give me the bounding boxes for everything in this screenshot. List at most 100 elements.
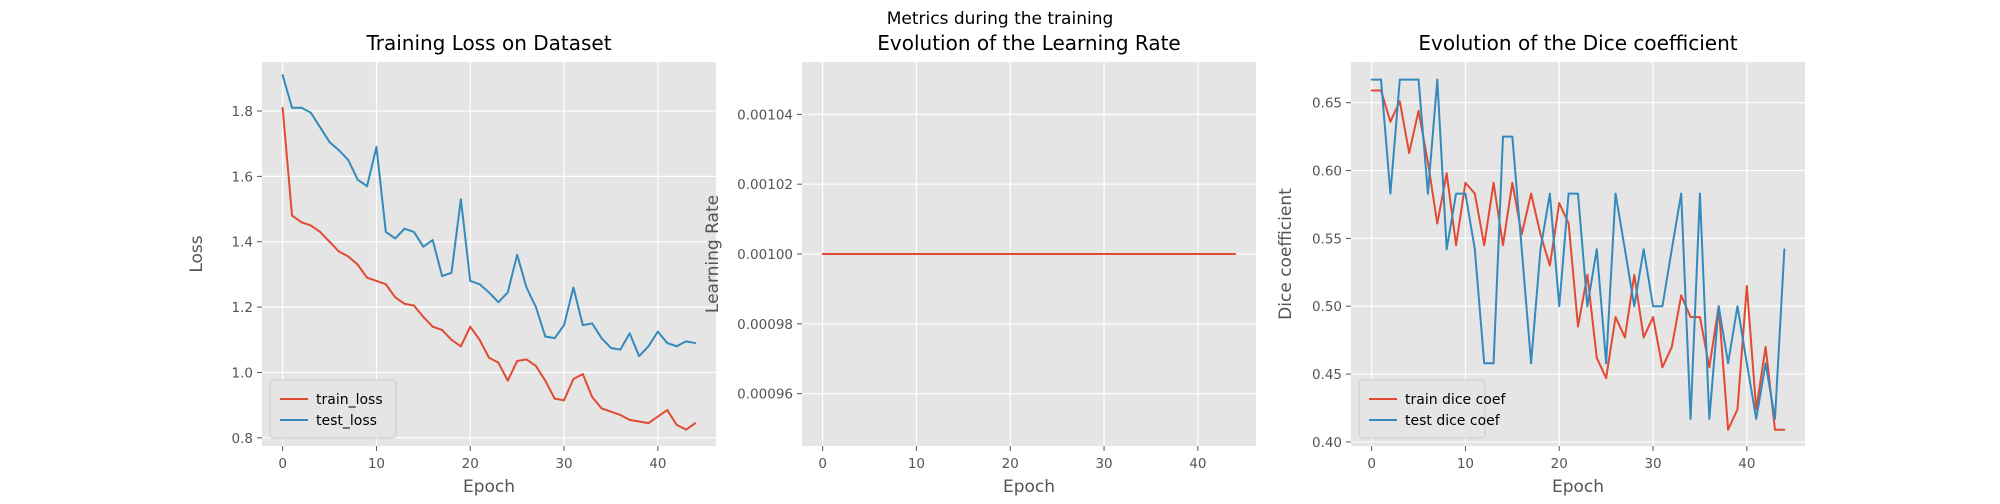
data-point (1520, 248, 1523, 251)
x-axis-label: Epoch (1552, 477, 1604, 497)
data-point (375, 280, 378, 282)
y-tick-label: 0.00100 (737, 247, 793, 263)
data-point (403, 227, 406, 230)
x-tick-label: 20 (462, 456, 479, 472)
data-point (1530, 192, 1532, 195)
data-point (581, 373, 584, 376)
data-point (553, 397, 556, 400)
data-point (1398, 100, 1401, 103)
data-point (572, 286, 575, 289)
data-point (384, 231, 387, 233)
data-point (1642, 248, 1645, 251)
data-point (563, 324, 565, 326)
y-tick-label: 0.60 (1312, 164, 1342, 180)
data-point (1727, 362, 1729, 365)
data-point (1502, 135, 1504, 138)
data-point (1492, 362, 1495, 365)
y-tick-label: 1.8 (232, 104, 253, 120)
x-tick-label: 0 (1367, 456, 1376, 472)
data-point (1736, 408, 1739, 411)
x-tick-label: 40 (1738, 456, 1755, 472)
data-point (1548, 264, 1551, 267)
y-tick-label: 0.65 (1312, 96, 1342, 112)
data-point (1764, 346, 1767, 348)
data-point (610, 410, 612, 413)
data-point (488, 291, 490, 294)
data-point (1408, 152, 1411, 154)
data-point (1427, 161, 1429, 164)
data-point (544, 335, 547, 338)
y-tick-label: 1.4 (232, 235, 253, 251)
legend-box (269, 379, 397, 439)
data-point (506, 291, 509, 294)
data-point (1689, 417, 1692, 420)
data-point (1614, 316, 1617, 318)
data-point (450, 338, 453, 341)
data-point (1567, 222, 1570, 225)
y-tick-label: 0.40 (1312, 435, 1342, 451)
data-point (1661, 305, 1664, 308)
y-tick-label: 0.00102 (737, 177, 793, 193)
data-point (1605, 377, 1608, 380)
chart-panels: 0 10 20 30 40 0.8 1.0 1.2 1.4 1.6 1.8 Training Loss… (187, 31, 1805, 497)
data-point (1708, 366, 1711, 369)
data-point (516, 253, 519, 256)
data-point (647, 345, 650, 348)
data-point (1389, 192, 1392, 195)
data-point (1642, 336, 1645, 339)
data-point (1567, 192, 1570, 195)
data-point (685, 428, 687, 431)
data-point (413, 304, 415, 307)
chart-1: 0 10 20 30 40 0.8 1.0 1.2 1.4 1.6 1.8 Training Loss… (187, 31, 716, 497)
data-point (338, 149, 340, 152)
data-point (422, 316, 425, 318)
data-point (600, 407, 603, 410)
data-point (366, 276, 368, 279)
data-point (1783, 428, 1786, 431)
chart-title: Evolution of the Learning Rate (877, 31, 1180, 55)
data-point (821, 253, 824, 255)
data-point (1745, 284, 1748, 287)
data-point (281, 106, 284, 109)
data-point (619, 348, 622, 351)
data-point (656, 330, 659, 333)
data-point (328, 240, 331, 243)
data-point (347, 159, 350, 161)
data-point (1586, 305, 1589, 308)
x-tick-label: 0 (818, 456, 827, 472)
data-point (581, 324, 584, 326)
x-tick-label: 30 (1095, 456, 1112, 472)
data-point (638, 355, 640, 358)
data-point (1539, 248, 1542, 251)
data-point (675, 345, 678, 348)
y-axis-label: Loss (187, 235, 207, 272)
data-point (1586, 274, 1589, 276)
data-point (291, 214, 293, 217)
data-point (1755, 408, 1758, 411)
data-point (459, 198, 462, 201)
data-point (375, 146, 378, 148)
x-tick-label: 10 (908, 456, 925, 472)
data-point (1774, 417, 1776, 420)
data-point (356, 263, 359, 266)
data-point (319, 231, 322, 233)
data-point (478, 338, 481, 341)
data-point (1530, 362, 1532, 365)
data-point (1783, 248, 1786, 251)
data-point (384, 283, 387, 286)
data-point (572, 378, 575, 380)
legend-label: test_loss (316, 413, 377, 429)
x-axis-label: Epoch (1003, 477, 1055, 497)
data-point (610, 347, 612, 349)
data-point (1473, 192, 1476, 195)
data-point (1717, 305, 1720, 308)
data-point (1736, 305, 1739, 308)
data-point (1436, 78, 1439, 81)
data-point (535, 365, 537, 367)
data-point (1558, 202, 1561, 205)
legend-box (1358, 379, 1486, 439)
data-point (1755, 417, 1758, 420)
chart-title: Training Loss on Dataset (365, 31, 611, 55)
data-point (1380, 78, 1382, 81)
data-point (1595, 248, 1598, 251)
